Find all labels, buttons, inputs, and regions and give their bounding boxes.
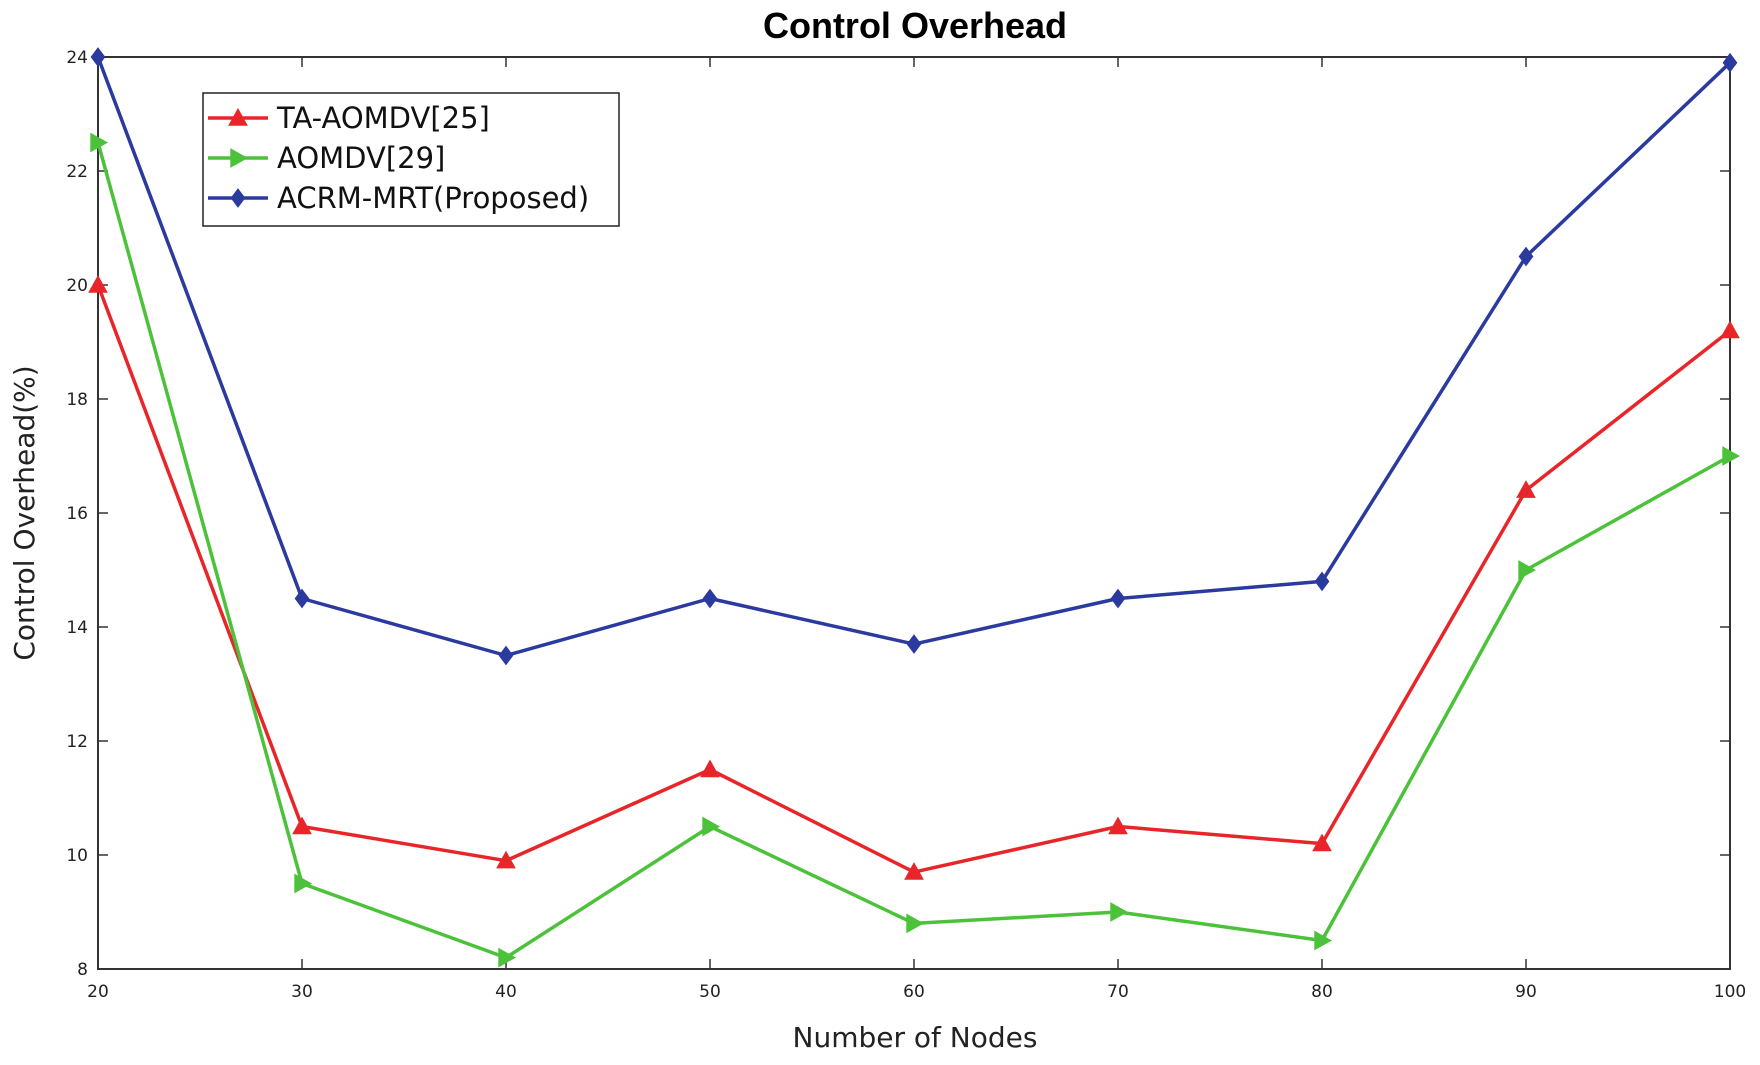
data-point xyxy=(702,816,721,837)
data-point xyxy=(1518,560,1537,580)
data-point xyxy=(906,913,925,934)
y-tick-label: 8 xyxy=(77,960,88,980)
data-point xyxy=(906,634,922,654)
y-tick-label: 14 xyxy=(66,618,88,638)
data-point xyxy=(1110,902,1129,922)
x-tick-label: 20 xyxy=(87,982,109,1002)
data-point xyxy=(1722,446,1741,466)
x-tick-label: 90 xyxy=(1515,982,1537,1002)
data-point xyxy=(90,47,106,67)
x-tick-label: 80 xyxy=(1311,982,1333,1002)
legend-label: ACRM-MRT(Proposed) xyxy=(277,181,589,215)
y-tick-label: 10 xyxy=(66,846,88,866)
y-tick-label: 12 xyxy=(66,732,88,752)
series-layer xyxy=(88,47,1741,968)
legend-label: TA-AOMDV[25] xyxy=(276,101,490,135)
x-tick-label: 40 xyxy=(495,982,517,1002)
data-point xyxy=(1720,320,1740,339)
data-point xyxy=(496,850,516,869)
series-1 xyxy=(88,274,1740,880)
y-tick-label: 20 xyxy=(66,276,88,296)
data-point xyxy=(904,862,924,880)
legend: TA-AOMDV[25] AOMDV[29] ACRM-MRT(Proposed) xyxy=(202,92,620,227)
x-tick-label: 60 xyxy=(903,982,925,1002)
y-tick-label: 16 xyxy=(66,504,88,524)
x-axis-label: Number of Nodes xyxy=(793,1021,1038,1054)
x-tick-label: 50 xyxy=(699,982,721,1002)
data-point xyxy=(1516,480,1536,498)
data-point xyxy=(1722,52,1738,73)
data-point xyxy=(498,645,514,666)
data-point xyxy=(1110,588,1126,609)
data-point xyxy=(292,816,312,835)
data-point xyxy=(1108,816,1128,835)
x-tick-label: 100 xyxy=(1714,982,1746,1002)
data-point xyxy=(1314,930,1333,951)
x-tick-label: 70 xyxy=(1107,982,1129,1002)
legend-marker xyxy=(228,107,248,126)
legend-box xyxy=(202,92,620,227)
legend-marker xyxy=(230,148,249,168)
data-point xyxy=(294,588,310,609)
data-point xyxy=(294,873,313,894)
data-point xyxy=(702,588,718,609)
data-point xyxy=(1312,833,1332,852)
data-point xyxy=(498,947,517,968)
y-tick-label: 18 xyxy=(66,390,88,410)
series-2 xyxy=(90,132,1741,968)
y-tick-label: 24 xyxy=(66,48,88,68)
legend-marker xyxy=(230,188,246,208)
y-axis: 8 10 12 14 16 18 20 22 24 xyxy=(66,48,1730,980)
data-point xyxy=(90,132,109,153)
y-tick-label: 22 xyxy=(66,162,88,182)
chart-title: Control Overhead xyxy=(763,5,1067,46)
y-axis-label: Control Overhead(%) xyxy=(8,365,41,660)
legend-label: AOMDV[29] xyxy=(277,141,445,175)
data-point xyxy=(1314,571,1330,592)
data-point xyxy=(1518,246,1534,267)
data-point xyxy=(700,759,720,778)
series-3 xyxy=(90,47,1738,666)
data-point xyxy=(88,274,108,293)
x-tick-label: 30 xyxy=(291,982,313,1002)
